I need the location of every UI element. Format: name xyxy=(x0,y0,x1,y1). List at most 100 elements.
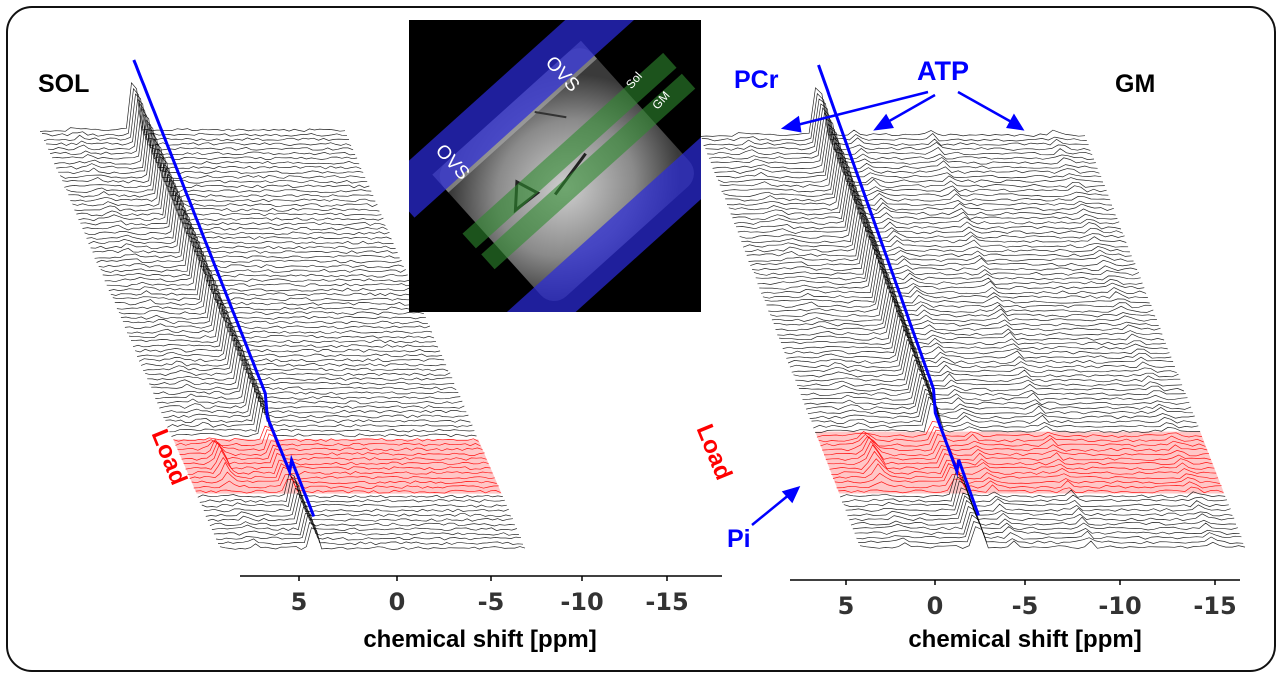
sol-panel-label: SOL xyxy=(38,70,89,98)
spectrum-trace xyxy=(122,288,428,325)
atp-arrowhead-3 xyxy=(1006,113,1025,131)
spectrum-trace xyxy=(734,182,1120,225)
spectrum-trace xyxy=(807,384,1193,415)
spectrum-trace xyxy=(191,466,497,485)
spectrum-trace xyxy=(791,338,1177,373)
spectrum-trace xyxy=(845,487,1231,512)
spectrum-trace xyxy=(809,388,1195,420)
spectrum-trace xyxy=(841,476,1228,503)
spectrum-trace xyxy=(797,354,1183,387)
pi-arrowhead xyxy=(781,486,801,504)
spectrum-trace xyxy=(147,345,453,381)
spectrum-trace xyxy=(48,102,354,151)
ovs-band-lower xyxy=(502,114,701,312)
spectrum-trace xyxy=(766,269,1152,309)
spectrum-trace xyxy=(126,295,433,334)
x-tick-label: -10 xyxy=(1098,592,1141,620)
spectrum-trace xyxy=(137,323,443,358)
spectrum-trace xyxy=(39,81,346,132)
spectrum-trace xyxy=(834,466,1220,484)
pi-arrow xyxy=(751,493,791,526)
spectrum-trace xyxy=(130,308,437,344)
spectrum-trace xyxy=(750,226,1136,267)
spectrum-trace xyxy=(135,316,441,353)
figure-frame xyxy=(6,6,1276,672)
ovs-band-upper xyxy=(409,20,638,218)
spectrum-trace xyxy=(780,310,1166,346)
spectrum-trace xyxy=(737,190,1123,235)
spectrum-trace xyxy=(205,492,511,517)
spectrum-trace xyxy=(215,515,522,541)
spectrum-trace xyxy=(813,396,1199,429)
spectrum-trace xyxy=(779,304,1165,341)
sol-load-band xyxy=(173,439,502,494)
spectrum-trace xyxy=(836,473,1222,489)
spectrum-trace xyxy=(757,244,1143,285)
spectrum-trace xyxy=(74,167,380,212)
spectrum-trace xyxy=(195,479,501,494)
gm-pcr-crest-line xyxy=(817,64,980,516)
spectrum-trace xyxy=(852,505,1238,531)
spectrum-trace xyxy=(60,131,366,179)
spectrum-trace xyxy=(187,456,493,475)
gm-panel-label: GM xyxy=(1115,70,1155,98)
spectrum-trace xyxy=(78,178,384,222)
spectrum-trace xyxy=(825,440,1211,461)
spectrum-trace xyxy=(859,526,1246,549)
spectrum-trace xyxy=(798,359,1185,392)
spectrum-trace xyxy=(116,271,423,311)
atp-arrow-2 xyxy=(883,93,936,126)
spectrum-trace xyxy=(201,480,507,508)
spectrum-trace xyxy=(831,458,1217,475)
spectrum-trace xyxy=(804,373,1190,406)
gm-load-label: Load xyxy=(691,421,738,484)
spectrum-trace xyxy=(104,241,410,283)
spectrum-trace xyxy=(710,118,1096,165)
sol-waterfall-panel: 5 0 -5 -10 -15 xyxy=(39,59,722,616)
spectrum-trace xyxy=(64,142,370,189)
spectrum-trace xyxy=(858,521,1244,545)
spectrum-trace xyxy=(82,186,388,231)
spectrum-trace xyxy=(725,156,1111,202)
spectrum-trace xyxy=(773,291,1159,327)
spectrum-trace xyxy=(143,337,449,372)
spectrum-trace xyxy=(764,265,1150,304)
spectrum-trace xyxy=(777,298,1163,336)
spectrum-trace xyxy=(770,278,1156,318)
roi-gm-strip xyxy=(481,73,696,270)
atp-arrowhead-1 xyxy=(780,115,802,133)
spectrum-trace xyxy=(703,98,1089,146)
spectrum-trace xyxy=(712,123,1098,170)
spectrum-trace xyxy=(151,358,457,391)
x-tick-label: 5 xyxy=(838,592,855,620)
spectrum-trace xyxy=(748,221,1134,262)
spectrum-trace xyxy=(219,527,526,550)
atp-annotation: ATP xyxy=(917,56,969,86)
spectrum-trace xyxy=(786,325,1172,360)
spectrum-trace xyxy=(54,119,360,165)
x-tick-label: 5 xyxy=(291,588,308,616)
spectrum-trace xyxy=(110,256,416,297)
spectrum-trace xyxy=(100,232,406,273)
spectrum-trace xyxy=(832,463,1219,480)
spectrum-trace xyxy=(753,235,1140,276)
x-tick-label: -15 xyxy=(1193,592,1236,620)
spectrum-trace xyxy=(157,372,463,405)
spectrum-trace xyxy=(730,171,1116,216)
x-tick-label: -5 xyxy=(1012,592,1039,620)
x-tick-label: -10 xyxy=(560,588,603,616)
spectrum-trace xyxy=(775,294,1161,332)
spectrum-trace xyxy=(850,499,1237,526)
spectrum-trace xyxy=(58,126,364,175)
spectrum-trace xyxy=(726,160,1113,207)
pi-annotation: Pi xyxy=(727,525,751,553)
spectrum-trace xyxy=(128,302,435,339)
sol-spectra-traces xyxy=(39,59,526,550)
spectrum-trace xyxy=(768,274,1154,313)
spectrum-trace xyxy=(52,113,358,161)
spectrum-trace xyxy=(759,248,1145,290)
spectrum-trace xyxy=(719,142,1105,188)
spectrum-trace xyxy=(800,362,1186,397)
spectrum-trace xyxy=(112,262,418,301)
